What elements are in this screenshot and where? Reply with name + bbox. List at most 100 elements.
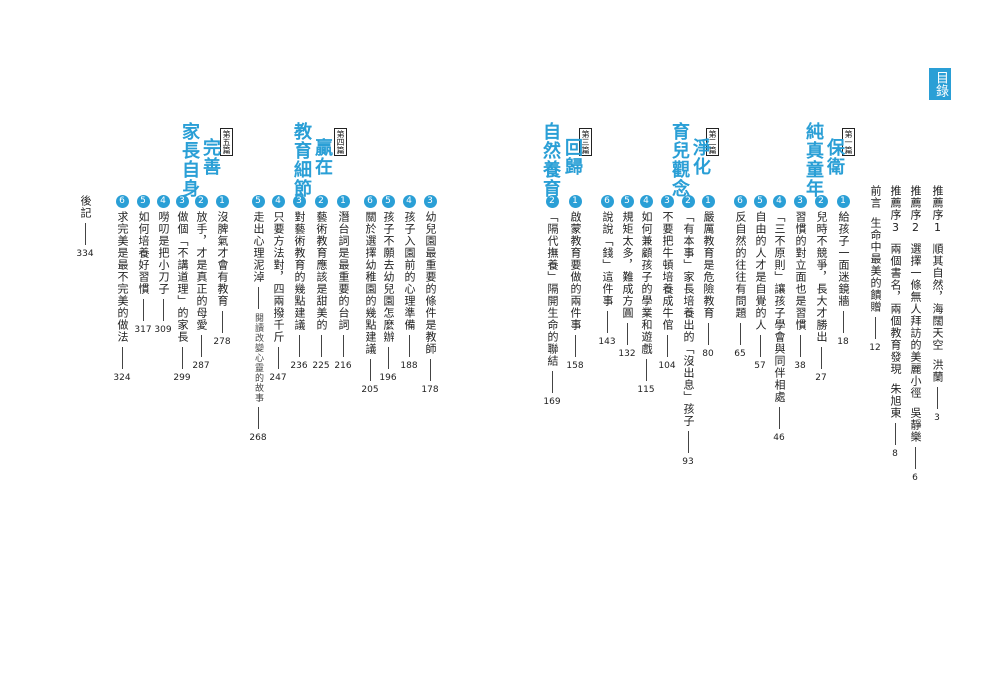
part-label: 第四篇 — [334, 128, 347, 156]
page-number: 18 — [837, 337, 849, 347]
chapter-title: 求完美是最不完美的做法 — [116, 211, 129, 343]
leader-line — [842, 311, 844, 333]
chapter-entry: 6 說說「錢」這件事 143 — [598, 195, 616, 347]
page-number: 57 — [754, 361, 766, 371]
page-number: 169 — [543, 397, 561, 407]
chapter-title: 習慣的對立面也是習慣 — [794, 211, 807, 331]
chapter-entry: 5 規矩太多，難成方圓 132 — [618, 195, 636, 359]
entry-label: 推薦序2 — [909, 185, 922, 235]
chapter-title: 走出心理泥淖 — [252, 211, 265, 283]
page-number: 6 — [912, 473, 918, 483]
chapter-entry: 5 如何培養好習慣 317 — [134, 195, 152, 335]
chapter-number: 3 — [793, 195, 807, 208]
leader-line — [759, 335, 761, 357]
entry-label: 推薦序1 — [931, 185, 944, 235]
chapter-title: 孩子入園前的心理準備 — [403, 211, 416, 331]
chapter-number: 1 — [568, 195, 582, 208]
page-number: 143 — [598, 337, 616, 347]
part-title: 回歸 — [562, 138, 583, 176]
chapter-number: 5 — [251, 195, 265, 208]
leader-line — [551, 371, 553, 393]
chapter-entry: 1 潛台詞是最重要的台詞 216 — [334, 195, 352, 371]
afterword-entry: 後記 334 — [76, 195, 94, 259]
chapter-entry: 4 孩子入園前的心理準備 188 — [400, 195, 418, 371]
part-label: 第二篇 — [706, 128, 719, 156]
part-title: 保衛 — [824, 138, 845, 176]
chapter-title: 「有本事」家長培養出的「沒出息」孩子 — [682, 211, 695, 427]
leader-line — [894, 423, 896, 445]
chapter-number: 2 — [545, 195, 559, 208]
chapter-title: 啟蒙教育要做的兩件事 — [569, 211, 582, 331]
front-entry: 前言 生命中最美的饋贈 12 — [866, 185, 884, 353]
page-number: 115 — [637, 385, 655, 395]
chapter-number: 4 — [402, 195, 416, 208]
chapter-number: 4 — [156, 195, 170, 208]
page-number: 27 — [815, 373, 827, 383]
page-number: 225 — [312, 361, 330, 371]
entry-label: 推薦序3 — [889, 185, 902, 235]
chapter-title: 做個「不講道理」的家長 — [176, 211, 189, 343]
leader-line — [874, 317, 876, 339]
leader-line — [666, 335, 668, 357]
chapter-number: 2 — [194, 195, 208, 208]
chapter-number: 6 — [115, 195, 129, 208]
chapter-number: 5 — [381, 195, 395, 208]
chapter-entry: 1 沒脾氣才會有教育 278 — [213, 195, 231, 347]
chapter-title: 嘮叨是把小刀子 — [157, 211, 170, 295]
page-number: 268 — [249, 433, 267, 443]
chapter-number: 6 — [600, 195, 614, 208]
page-number: 309 — [154, 325, 172, 335]
chapter-title: 自由的人才是自覺的人 — [754, 211, 767, 331]
page-number: 3 — [934, 413, 940, 423]
chapter-entry: 4 嘮叨是把小刀子 309 — [154, 195, 172, 335]
chapter-title: 「隔代撫養」隔開生命的聯結 — [546, 211, 559, 367]
chapter-title: 對藝術教育的幾點建議 — [293, 211, 306, 331]
leader-line — [687, 431, 689, 453]
entry-label: 前言 — [869, 185, 882, 209]
leader-line — [369, 359, 371, 381]
page-number: 158 — [566, 361, 584, 371]
chapter-entry: 4 只要方法對，四兩撥千斤 247 — [269, 195, 287, 383]
chapter-entry: 6 反自然的往往有問題 65 — [731, 195, 749, 359]
part-title: 贏在 — [312, 138, 333, 176]
chapter-number: 3 — [292, 195, 306, 208]
chapter-entry: 6 關於選擇幼稚園的幾點建議 205 — [361, 195, 379, 395]
chapter-title: 沒脾氣才會有教育 — [216, 211, 229, 307]
chapter-number: 6 — [733, 195, 747, 208]
chapter-subtitle: 閱讀改變心靈的故事 — [253, 313, 263, 403]
chapter-title: 藝術教育應該是甜美的 — [315, 211, 328, 331]
chapter-title: 「三不原則」讓孩子學會與同伴相處 — [773, 211, 786, 403]
leader-line — [778, 407, 780, 429]
part-title: 家長自身 — [179, 122, 200, 198]
chapter-number: 1 — [836, 195, 850, 208]
chapter-number: 4 — [639, 195, 653, 208]
chapter-number: 3 — [423, 195, 437, 208]
leader-line — [221, 311, 223, 333]
chapter-number: 3 — [660, 195, 674, 208]
page-number: 334 — [76, 249, 94, 259]
chapter-title: 嚴厲教育是危險教育 — [702, 211, 715, 319]
chapter-number: 4 — [772, 195, 786, 208]
leader-line — [645, 359, 647, 381]
entry-title: 順其自然，海闊天空 — [931, 243, 944, 351]
page-number: 188 — [400, 361, 418, 371]
page-number: 12 — [869, 343, 881, 353]
front-entry: 推薦序1 順其自然，海闊天空 洪蘭 3 — [928, 185, 946, 423]
chapter-number: 3 — [175, 195, 189, 208]
page-number: 46 — [773, 433, 785, 443]
leader-line — [142, 299, 144, 321]
page-number: 178 — [421, 385, 439, 395]
part-title: 自然養育 — [540, 122, 561, 198]
chapter-entry: 3 不要把牛頓培養成牛倌 104 — [658, 195, 676, 371]
chapter-title: 關於選擇幼稚園的幾點建議 — [364, 211, 377, 355]
leader-line — [200, 335, 202, 357]
chapter-number: 1 — [701, 195, 715, 208]
chapter-entry: 3 幼兒園最重要的條件是教師 178 — [421, 195, 439, 395]
leader-line — [429, 359, 431, 381]
chapter-number: 6 — [363, 195, 377, 208]
leader-line — [820, 347, 822, 369]
toc-label: 目錄 — [929, 68, 951, 100]
entry-author: 吳靜樂 — [909, 407, 922, 443]
page-number: 196 — [379, 373, 397, 383]
part-title: 教育細節 — [291, 122, 312, 198]
